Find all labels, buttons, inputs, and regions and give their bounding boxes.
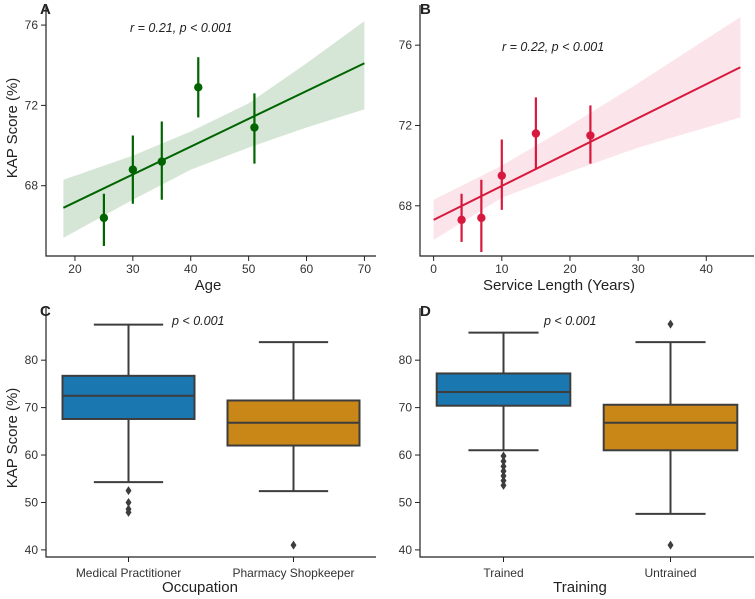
y-tick-label: 40 bbox=[25, 543, 39, 557]
chart-marks: 20 30 40 50 60 70 68 72 76 0 10 20 30 40 68 72 76 Medical… bbox=[25, 5, 754, 580]
data-point bbox=[477, 213, 486, 223]
box-1 bbox=[435, 331, 572, 490]
panel-c: C p < 0.001 Occupation KAP Score (%) bbox=[4, 303, 238, 596]
y-tick-label: 72 bbox=[399, 118, 413, 132]
axis-spines bbox=[45, 308, 376, 558]
box-iqr bbox=[61, 374, 196, 420]
axis-spines bbox=[419, 308, 754, 558]
x-axis-label-a: Age bbox=[195, 277, 222, 294]
x-tick-label: 40 bbox=[700, 262, 714, 276]
x-tick-label: 10 bbox=[495, 262, 509, 276]
box-1 bbox=[61, 323, 196, 517]
outlier-point bbox=[667, 540, 674, 550]
data-point bbox=[250, 123, 259, 132]
outlier-point bbox=[125, 486, 132, 496]
x-axis-label-c: Occupation bbox=[162, 579, 238, 596]
data-point bbox=[99, 213, 109, 223]
y-axis-label-c: KAP Score (%) bbox=[4, 388, 21, 489]
outlier-point bbox=[500, 466, 507, 476]
regression-line bbox=[62, 62, 365, 209]
x-tick-label: 30 bbox=[631, 262, 645, 276]
outlier-point bbox=[500, 471, 507, 481]
panel-d: D p < 0.001 Training bbox=[420, 303, 607, 596]
box-2 bbox=[226, 341, 361, 550]
data-point bbox=[497, 171, 506, 180]
y-tick-label: 80 bbox=[399, 353, 413, 367]
data-point bbox=[531, 129, 541, 138]
y-tick-label: 50 bbox=[399, 495, 413, 509]
data-point bbox=[194, 83, 203, 92]
plot-c: Medical Practitioner Pharmacy Shopkeeper 4… bbox=[25, 308, 376, 580]
y-tick-label: 60 bbox=[399, 448, 413, 462]
data-point bbox=[457, 215, 466, 225]
panel-b: B r = 0.22, p < 0.001 Service Length (Ye… bbox=[420, 1, 635, 294]
y-tick-label: 40 bbox=[399, 543, 413, 557]
annotation-d: p < 0.001 bbox=[543, 314, 596, 328]
outlier-point bbox=[500, 456, 507, 466]
regression-line bbox=[433, 66, 741, 221]
outlier-point bbox=[125, 507, 132, 517]
outlier-point bbox=[500, 461, 507, 471]
plot-b: 0 10 20 30 40 68 72 76 bbox=[399, 5, 754, 276]
confidence-band bbox=[63, 21, 365, 238]
outlier-point bbox=[500, 480, 507, 490]
annotation-a: r = 0.21, p < 0.001 bbox=[130, 21, 232, 35]
y-tick-label: 72 bbox=[25, 98, 39, 112]
box-2 bbox=[602, 319, 739, 550]
y-tick-label: 76 bbox=[399, 38, 413, 52]
y-tick-label: 76 bbox=[25, 18, 39, 32]
y-tick-label: 70 bbox=[25, 401, 39, 415]
x-tick-label: 20 bbox=[563, 262, 577, 276]
y-tick-label: 68 bbox=[25, 179, 39, 193]
box-iqr bbox=[602, 403, 739, 452]
x-tick-label: Medical Practitioner bbox=[76, 566, 181, 580]
outlier-point bbox=[500, 476, 507, 486]
y-tick-label: 68 bbox=[399, 199, 413, 213]
axis-spines bbox=[419, 5, 754, 257]
y-tick-label: 60 bbox=[25, 448, 39, 462]
x-tick-label: 40 bbox=[184, 262, 198, 276]
panel-a: A r = 0.21, p < 0.001 Age KAP Score (%) bbox=[4, 1, 232, 294]
y-axis-label-a: KAP Score (%) bbox=[4, 78, 21, 179]
x-axis-label-b: Service Length (Years) bbox=[483, 277, 635, 294]
data-point bbox=[157, 157, 166, 166]
x-tick-label: 0 bbox=[430, 262, 437, 276]
x-tick-label: Untrained bbox=[644, 566, 696, 580]
outlier-point bbox=[125, 497, 132, 507]
outlier-point bbox=[290, 540, 297, 550]
x-tick-label: 60 bbox=[300, 262, 314, 276]
y-tick-label: 80 bbox=[25, 353, 39, 367]
annotation-b: r = 0.22, p < 0.001 bbox=[502, 40, 604, 54]
confidence-band bbox=[433, 17, 741, 240]
outlier-point bbox=[667, 319, 674, 329]
x-tick-label: 30 bbox=[126, 262, 140, 276]
plot-d: Trained Untrained 40 50 60 70 80 bbox=[399, 308, 754, 580]
y-tick-label: 70 bbox=[399, 401, 413, 415]
axis-spines bbox=[45, 5, 376, 257]
box-iqr bbox=[435, 372, 572, 407]
x-axis-label-d: Training bbox=[553, 579, 607, 596]
panel-label-b: B bbox=[420, 1, 431, 18]
data-point bbox=[128, 165, 138, 174]
plot-a: 20 30 40 50 60 70 68 72 76 bbox=[25, 5, 376, 276]
data-point bbox=[586, 131, 595, 140]
x-tick-label: 50 bbox=[242, 262, 256, 276]
panel-label-d: D bbox=[420, 303, 431, 320]
annotation-c: p < 0.001 bbox=[171, 314, 224, 328]
x-tick-label: Pharmacy Shopkeeper bbox=[232, 566, 354, 580]
x-tick-label: 70 bbox=[358, 262, 372, 276]
x-tick-label: 20 bbox=[68, 262, 82, 276]
x-tick-label: Trained bbox=[483, 566, 523, 580]
y-tick-label: 50 bbox=[25, 495, 39, 509]
outlier-point bbox=[500, 451, 507, 461]
